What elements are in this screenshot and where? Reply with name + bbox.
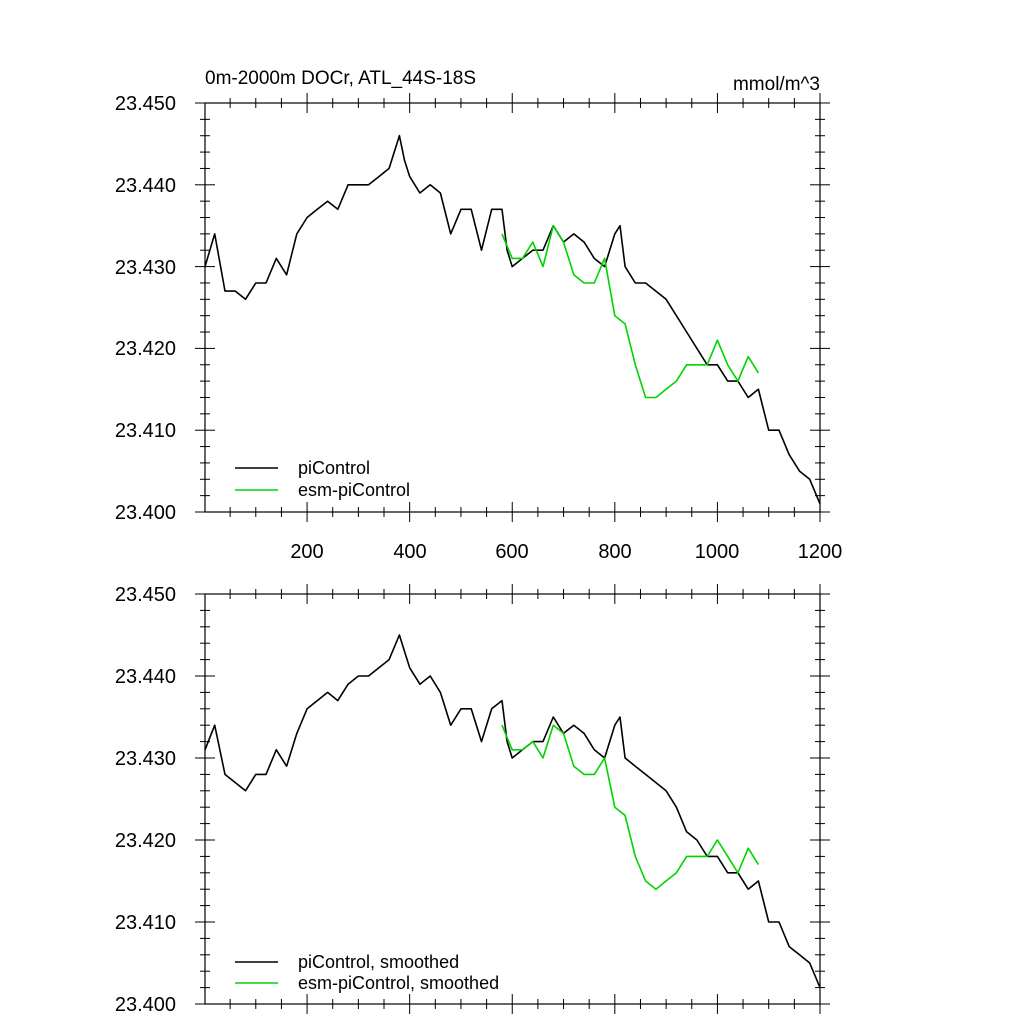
y-tick-labels-top: 23.400 23.410 23.420 23.430 23.440 23.45… — [115, 93, 176, 524]
y-tick-label: 23.430 — [115, 257, 176, 279]
tick-marks-bottom — [195, 584, 830, 1014]
units-label: mmol/m^3 — [733, 74, 820, 95]
x-tick-label: 600 — [495, 541, 528, 563]
tick-marks-top — [195, 93, 830, 522]
x-tick-label: 800 — [598, 541, 631, 563]
series-line-esm-picontrol-smoothed — [501, 724, 760, 891]
legend-label: esm-piControl — [298, 480, 410, 500]
y-tick-label: 23.420 — [115, 338, 176, 360]
y-tick-label: 23.450 — [115, 584, 176, 606]
legend-bottom: piControl, smoothed esm-piControl, smoot… — [235, 952, 499, 993]
series-lines-top — [204, 134, 821, 505]
y-tick-label: 23.440 — [115, 175, 176, 197]
legend-label: piControl, smoothed — [298, 952, 459, 972]
y-tick-label: 23.410 — [115, 420, 176, 442]
y-tick-label: 23.450 — [115, 93, 176, 115]
legend-label: piControl — [298, 458, 370, 478]
legend-label: esm-piControl, smoothed — [298, 973, 499, 993]
x-tick-label: 1200 — [798, 541, 843, 563]
y-tick-label: 23.440 — [115, 666, 176, 688]
plot-frame-bottom — [204, 593, 821, 1005]
x-tick-label: 1000 — [695, 541, 740, 563]
y-tick-labels-bottom: 23.400 23.410 23.420 23.430 23.440 23.45… — [115, 584, 176, 1016]
x-tick-label: 400 — [393, 541, 426, 563]
series-line-picontrol-smoothed — [204, 634, 821, 988]
y-tick-label: 23.410 — [115, 912, 176, 934]
x-tick-labels-top: 200 400 600 800 1000 1200 — [290, 541, 842, 563]
x-tick-label: 200 — [290, 541, 323, 563]
panel-top: 23.400 23.410 23.420 23.430 23.440 23.45… — [115, 93, 842, 563]
chart-title: 0m-2000m DOCr, ATL_44S-18S — [205, 68, 476, 89]
plot-frame-top — [204, 102, 821, 513]
y-tick-label: 23.430 — [115, 748, 176, 770]
y-tick-label: 23.420 — [115, 830, 176, 852]
series-line-esm-picontrol — [501, 224, 760, 399]
y-tick-label: 23.400 — [115, 502, 176, 524]
legend-top: piControl esm-piControl — [235, 458, 410, 500]
series-line-picontrol — [204, 134, 821, 505]
panel-bottom: 23.400 23.410 23.420 23.430 23.440 23.45… — [115, 584, 830, 1016]
series-lines-bottom — [204, 634, 821, 988]
y-tick-label: 23.400 — [115, 994, 176, 1016]
